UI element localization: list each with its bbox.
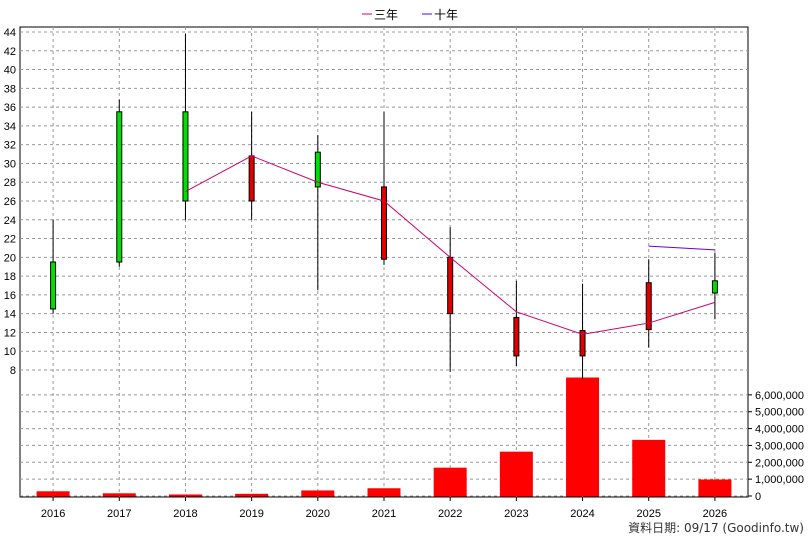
price-tick-label: 30 <box>4 158 16 170</box>
candle-body <box>314 151 321 188</box>
x-tick-label: 2022 <box>438 508 462 520</box>
legend-label: 十年 <box>434 8 458 22</box>
series-line <box>185 155 716 335</box>
price-tick-label: 32 <box>4 140 16 152</box>
x-tick-label: 2020 <box>306 508 330 520</box>
price-tick-label: 18 <box>4 271 16 283</box>
x-tick-label: 2026 <box>703 508 727 520</box>
price-tick-label: 8 <box>10 365 16 377</box>
volume-bar <box>698 479 732 497</box>
price-tick-label: 38 <box>4 83 16 95</box>
candle-body <box>645 282 652 331</box>
price-tick-label: 28 <box>4 177 16 189</box>
volume-bar <box>235 493 269 497</box>
volume-bar <box>367 488 401 497</box>
price-tick-label: 42 <box>4 46 16 58</box>
candle-body <box>116 111 123 263</box>
price-tick-label: 20 <box>4 252 16 264</box>
data-date-credit: 資料日期: 09/17 (Goodinfo.tw) <box>628 521 804 535</box>
volume-bar <box>168 494 202 497</box>
x-tick-label: 2016 <box>41 508 65 520</box>
x-tick-label: 2017 <box>107 508 131 520</box>
price-tick-label: 10 <box>4 346 16 358</box>
x-tick-label: 2019 <box>239 508 263 520</box>
candle-body <box>182 111 189 202</box>
volume-tick-label: 0 <box>755 491 761 503</box>
candle-body <box>711 280 718 294</box>
volume-bar <box>566 377 600 497</box>
volume-tick-label: 2,000,000 <box>755 457 804 469</box>
x-tick-label: 2025 <box>636 508 660 520</box>
volume-tick-label: 5,000,000 <box>755 407 804 419</box>
price-tick-label: 36 <box>4 102 16 114</box>
price-tick-label: 16 <box>4 290 16 302</box>
legend-label: 三年 <box>374 8 398 22</box>
x-tick-label: 2018 <box>173 508 197 520</box>
x-tick-label: 2023 <box>504 508 528 520</box>
series-line <box>648 245 715 251</box>
candle-body <box>579 330 586 357</box>
volume-bar <box>301 490 335 497</box>
price-tick-label: 24 <box>4 215 16 227</box>
price-tick-label: 40 <box>4 65 16 77</box>
x-tick-label: 2024 <box>570 508 594 520</box>
volume-tick-label: 4,000,000 <box>755 424 804 436</box>
volume-tick-label: 6,000,000 <box>755 390 804 402</box>
candle-body <box>513 316 520 357</box>
candle-body <box>447 256 454 315</box>
volume-tick-label: 3,000,000 <box>755 440 804 452</box>
volume-bar <box>499 451 533 497</box>
volume-bar <box>632 439 666 497</box>
price-tick-label: 22 <box>4 234 16 246</box>
candle-body <box>50 261 57 310</box>
price-tick-label: 14 <box>4 309 16 321</box>
volume-bar <box>433 467 467 497</box>
candle-body <box>248 155 255 202</box>
volume-bar <box>102 493 136 497</box>
price-tick-label: 34 <box>4 121 16 133</box>
price-tick-label: 44 <box>4 27 16 39</box>
candle-body <box>381 186 387 260</box>
price-tick-label: 12 <box>4 327 16 339</box>
volume-bar <box>36 491 70 497</box>
volume-tick-label: 1,000,000 <box>755 474 804 486</box>
price-tick-label: 26 <box>4 196 16 208</box>
x-tick-label: 2021 <box>372 508 396 520</box>
